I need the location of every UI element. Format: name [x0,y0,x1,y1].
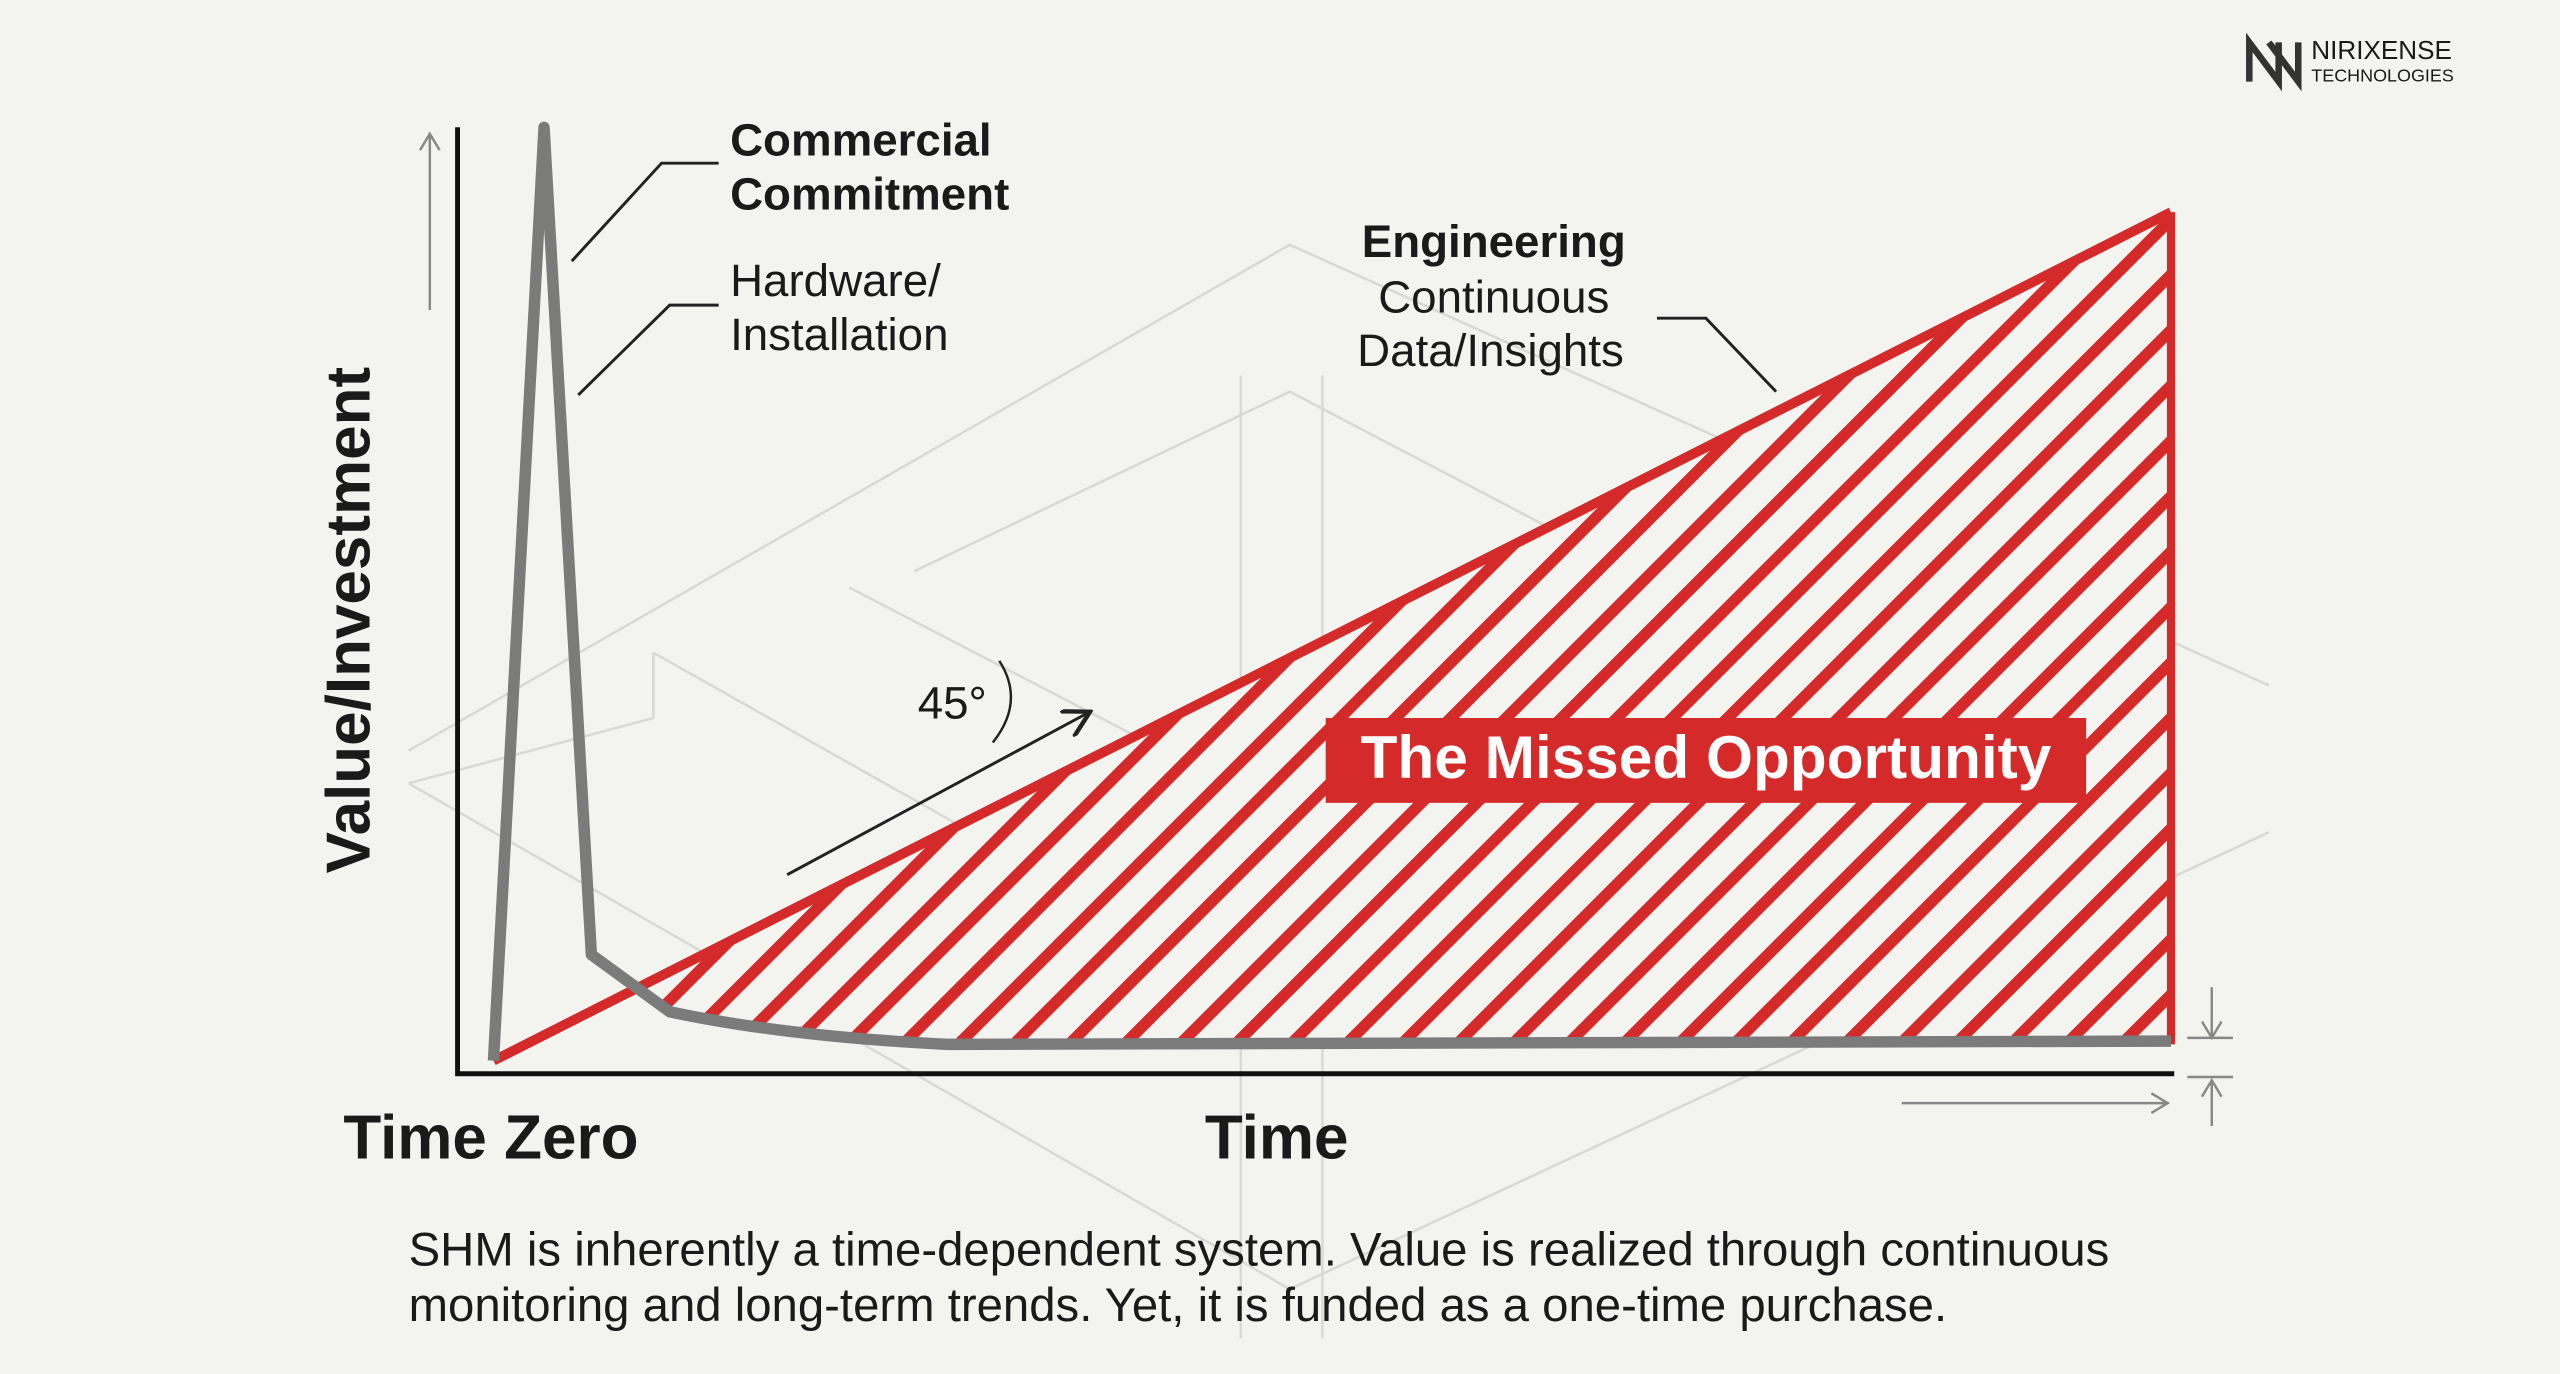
axes [455,127,2175,1077]
caption: monitoring and long-term trends. Yet, it… [409,1279,1948,1332]
annotation: Commercial [730,115,992,166]
highlight-label: The Missed Opportunity [1361,723,2052,791]
annotation: Commitment [730,169,1009,220]
x-axis-end-label: Time [1205,1104,1349,1173]
annotation: Continuous [1378,271,1609,322]
value-line [491,207,2174,1066]
annotation-arrows [570,161,1778,876]
highlight-box [1325,718,2087,803]
annotation: Hardware/ [730,255,941,306]
x-axis-start-label: Time Zero [343,1104,638,1173]
logo-sub: TECHNOLOGIES [2311,65,2454,85]
logo-mark [2246,32,2302,92]
y-axis-label: Value/Investment [314,367,383,874]
investment-line [487,121,2171,1061]
caption: SHM is inherently a time-dependent syste… [409,1224,2110,1277]
annotation: Engineering [1362,216,1626,267]
annotation: Data/Insights [1357,325,1624,376]
dimension-lines [418,131,2233,1126]
angle-arc [991,660,1013,744]
angle-label: 45° [918,678,987,729]
logo-name: NIRIXENSE [2311,35,2452,65]
annotation: Installation [730,309,948,360]
